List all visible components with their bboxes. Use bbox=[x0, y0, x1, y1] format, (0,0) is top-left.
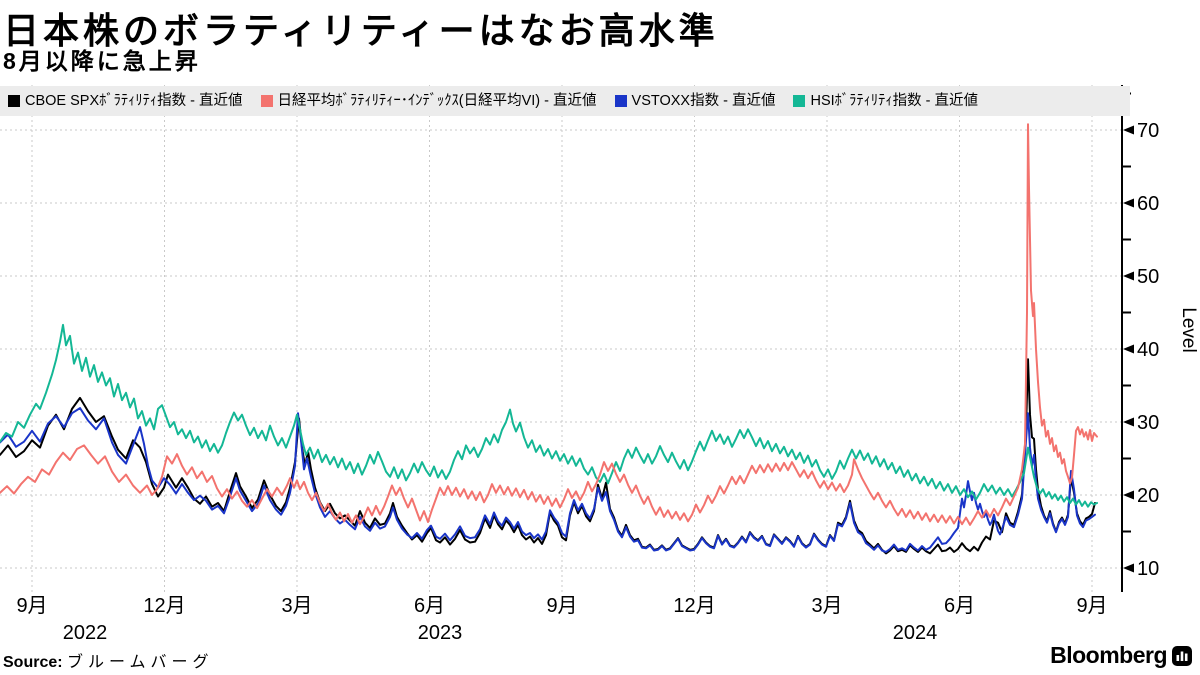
x-tick-label: 3月 bbox=[281, 595, 312, 617]
y-tick-label: 10 bbox=[1137, 558, 1159, 580]
bloomberg-bars-icon bbox=[1172, 645, 1192, 666]
y-tick-label: 40 bbox=[1137, 339, 1159, 361]
source-text: ブルームバーグ bbox=[67, 654, 214, 671]
legend-label: CBOE SPXﾎﾞﾗﾃｨﾘﾃｨ指数 - 直近値 bbox=[25, 93, 243, 109]
x-axis-labels: 9月 12月 3月 6月 9月 12月 3月 6月 9月 2022 2023 2024 bbox=[16, 595, 1107, 644]
legend-item-0: CBOE SPXﾎﾞﾗﾃｨﾘﾃｨ指数 - 直近値 bbox=[8, 90, 243, 112]
y-axis-title: Level bbox=[1178, 307, 1199, 352]
bloomberg-wordmark: Bloomberg bbox=[1050, 642, 1167, 668]
y-axis-ticks: 10 20 30 40 50 60 70 bbox=[1122, 92, 1159, 580]
series-line-2 bbox=[0, 323, 1098, 508]
legend-label: HSIﾎﾞﾗﾃｨﾘﾃｨ指数 - 直近値 bbox=[810, 93, 979, 109]
x-tick-label: 12月 bbox=[673, 595, 715, 617]
x-tick-label: 9月 bbox=[16, 595, 47, 617]
series-line-3 bbox=[0, 123, 1098, 526]
x-tick-label: 9月 bbox=[1076, 595, 1107, 617]
x-tick-label: 9月 bbox=[546, 595, 577, 617]
series-line-1 bbox=[0, 407, 1096, 553]
legend-swatch bbox=[8, 95, 20, 107]
legend-swatch bbox=[260, 95, 273, 107]
gridlines bbox=[0, 85, 1122, 592]
y-tick-label: 50 bbox=[1137, 266, 1159, 288]
y-tick-label: 20 bbox=[1137, 485, 1159, 507]
x-tick-label: 6月 bbox=[944, 595, 975, 617]
legend-item-2: VSTOXX指数 - 直近値 bbox=[614, 90, 776, 112]
y-tick-label: 60 bbox=[1137, 193, 1159, 215]
x-tick-label: 6月 bbox=[414, 595, 445, 617]
legend-item-3: HSIﾎﾞﾗﾃｨﾘﾃｨ指数 - 直近値 bbox=[793, 90, 978, 112]
x-year-label: 2024 bbox=[893, 622, 938, 644]
x-year-label: 2022 bbox=[63, 622, 108, 644]
legend-swatch bbox=[614, 95, 627, 107]
page-title: 日本株のボラティリティーはなお高水準 bbox=[3, 11, 719, 51]
source-label: Source: bbox=[3, 654, 63, 671]
bloomberg-logo: Bloomberg bbox=[1050, 642, 1192, 669]
legend-label: VSTOXX指数 - 直近値 bbox=[631, 93, 776, 109]
legend-swatch bbox=[793, 95, 806, 107]
chart-legend: CBOE SPXﾎﾞﾗﾃｨﾘﾃｨ指数 - 直近値 日経平均ﾎﾞﾗﾃｨﾘﾃｨｰ･ｲﾝ… bbox=[0, 86, 1130, 116]
y-tick-label: 30 bbox=[1137, 412, 1159, 434]
source-line: Source: ブルームバーグ bbox=[3, 648, 214, 672]
legend-item-1: 日経平均ﾎﾞﾗﾃｨﾘﾃｨｰ･ｲﾝﾃﾞｯｸｽ(日経平均VI) - 直近値 bbox=[260, 90, 597, 112]
legend-label: 日経平均ﾎﾞﾗﾃｨﾘﾃｨｰ･ｲﾝﾃﾞｯｸｽ(日経平均VI) - 直近値 bbox=[277, 93, 597, 109]
y-tick-label: 70 bbox=[1137, 120, 1159, 142]
page-subtitle: 8月以降に急上昇 bbox=[3, 48, 201, 74]
x-tick-label: 12月 bbox=[143, 595, 185, 617]
x-year-label: 2023 bbox=[418, 622, 463, 644]
x-tick-label: 3月 bbox=[811, 595, 842, 617]
